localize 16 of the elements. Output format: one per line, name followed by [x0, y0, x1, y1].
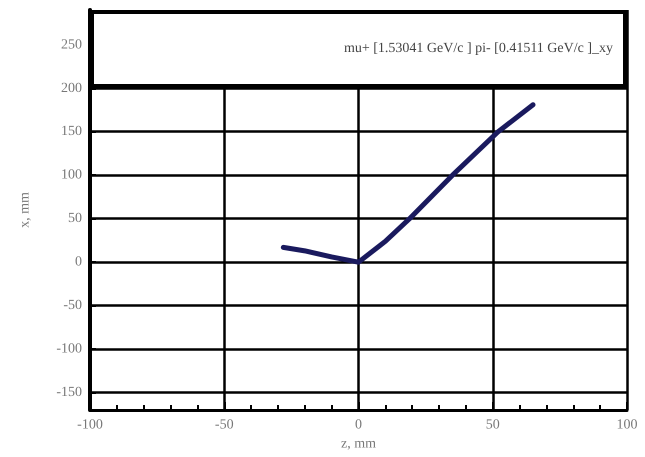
y-tick-label: -150	[56, 385, 82, 400]
x-tick-label: 0	[355, 418, 362, 432]
y-tick-label: -100	[56, 342, 82, 357]
y-tick-label: 0	[75, 254, 82, 270]
x-tick-label: -50	[214, 418, 234, 432]
x-tick-label: 50	[486, 418, 500, 432]
title-panel: mu+ [1.53041 GeV/c ] pi- [0.41511 GeV/c ]_xy	[90, 10, 627, 88]
y-tick-label: 250	[61, 37, 82, 52]
y-axis-title: x, mm	[18, 192, 32, 228]
y-tick-label: 100	[61, 168, 82, 183]
y-tick-label: 200	[61, 80, 82, 96]
y-tick-label: -50	[63, 298, 82, 314]
y-tick-label: 50	[68, 211, 82, 226]
y-tick-label: 150	[61, 124, 82, 140]
x-tick-label: 100	[616, 418, 638, 432]
x-axis-title: z, mm	[341, 436, 376, 452]
